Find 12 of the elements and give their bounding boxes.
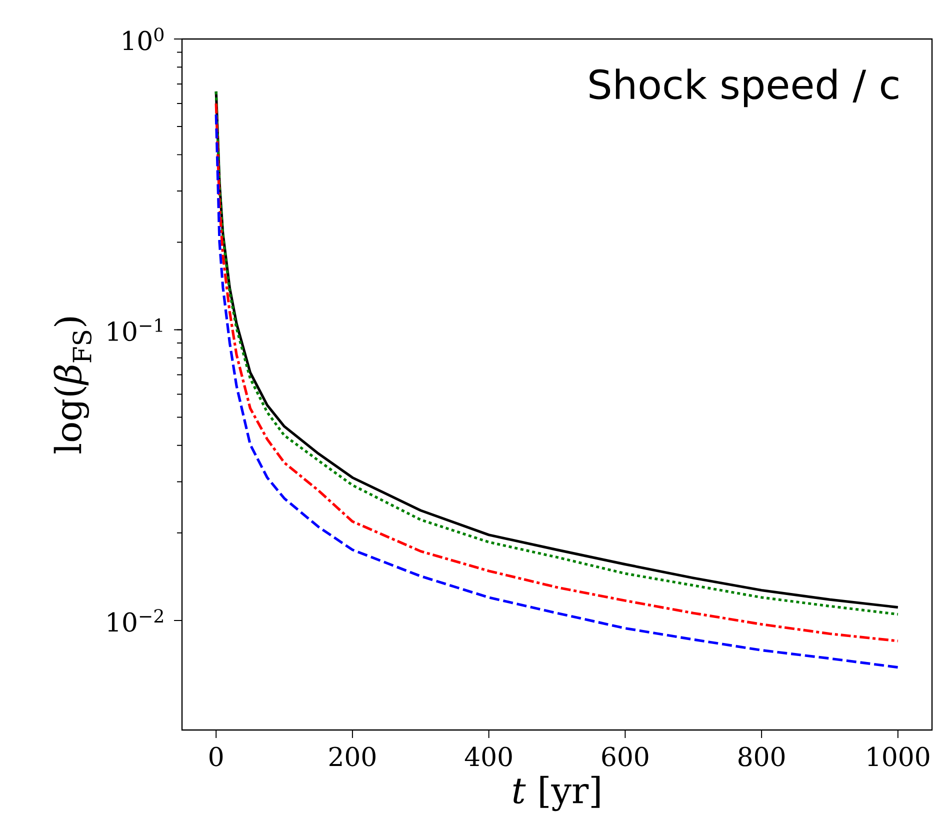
y-tick-label: 10$^{0}$ xyxy=(123,28,164,50)
x-axis-title: t [yr] xyxy=(513,776,600,812)
annotation: Shock speed / c xyxy=(590,68,898,108)
y-tick-label: 10$^{−2}$ xyxy=(108,609,163,632)
x-tick-label: 400 xyxy=(464,746,512,766)
x-tick-label: 1000 xyxy=(868,746,930,766)
x-tick-label: 800 xyxy=(738,746,785,766)
y-axis-title: log(β$_{FS}$) xyxy=(54,317,92,454)
x-tick-label: 0 xyxy=(210,746,223,766)
x-tick-label: 600 xyxy=(602,746,648,766)
x-tick-label: 200 xyxy=(330,746,376,766)
y-tick-label: 10$^{−1}$ xyxy=(108,318,162,342)
